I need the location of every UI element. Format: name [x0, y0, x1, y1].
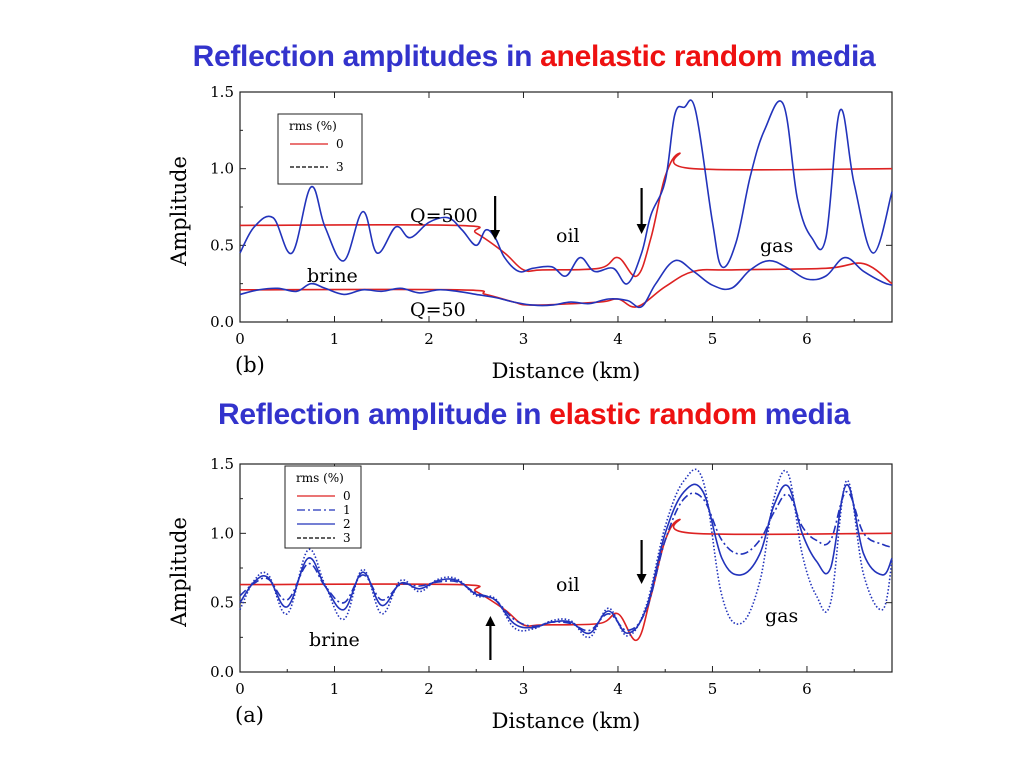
x-tick-label: 3 [519, 680, 529, 698]
annotation-q-50: Q=50 [410, 299, 466, 321]
y-tick-label: 1.0 [210, 160, 234, 178]
x-tick-label: 1 [330, 330, 340, 348]
panel-label: (b) [235, 353, 265, 377]
legend-label: 2 [343, 517, 351, 531]
legend-label: 3 [343, 531, 351, 545]
annotation-oil: oil [556, 574, 580, 596]
arrow-head [485, 616, 496, 626]
x-axis-label: Distance (km) [492, 709, 641, 733]
title-top-part3: media [782, 40, 876, 73]
series-line-0 [239, 518, 893, 641]
x-tick-label: 4 [613, 330, 623, 348]
x-tick-label: 2 [424, 330, 434, 348]
x-tick-label: 3 [519, 330, 529, 348]
x-tick-label: 4 [613, 680, 623, 698]
x-tick-label: 0 [235, 330, 245, 348]
title-bottom-part3: media [756, 398, 851, 431]
legend-label: 0 [336, 137, 344, 151]
y-tick-label: 1.5 [210, 455, 234, 473]
title-top-part1: Reflection amplitudes in [192, 40, 541, 73]
series-line-0 [239, 152, 893, 278]
panel-label: (a) [235, 703, 264, 727]
legend-label: 3 [336, 160, 344, 174]
x-tick-label: 2 [424, 680, 434, 698]
x-axis-label: Distance (km) [492, 359, 641, 383]
chart-panel-1: 0 1 2 3 4 5 6 0.0 0.5 1.0 1.5 Distance (km) Amplitud… [167, 83, 893, 383]
x-tick-label: 6 [802, 330, 812, 348]
slide-title-bottom: Reflection amplitude in elastic random m… [44, 398, 1024, 432]
annotation-q-500: Q=500 [410, 205, 478, 227]
title-bottom-part1: Reflection amplitude in [218, 398, 550, 431]
arrow-head [636, 574, 647, 584]
legend-box [284, 465, 362, 549]
legend-label: 1 [343, 503, 351, 517]
x-tick-label: 5 [708, 680, 718, 698]
y-tick-label: 0.5 [210, 236, 234, 254]
title-top-part2: anelastic random [540, 40, 783, 73]
y-axis-label: Amplitude [167, 517, 191, 628]
annotation-gas: gas [760, 235, 793, 257]
title-bottom-part2: elastic random [549, 398, 757, 431]
y-tick-label: 1.0 [210, 524, 234, 542]
series-line-1 [239, 490, 893, 632]
legend-box [277, 113, 363, 185]
y-tick-label: 0.0 [210, 663, 234, 681]
annotation-oil: oil [556, 225, 580, 247]
series-line-1 [239, 99, 893, 285]
legend-label: 0 [343, 489, 351, 503]
annotation-gas: gas [765, 605, 798, 627]
x-tick-label: 1 [330, 680, 340, 698]
y-tick-label: 1.5 [210, 83, 234, 101]
annotation-brine: brine [307, 265, 358, 287]
y-tick-label: 0.5 [210, 594, 234, 612]
series-line-2 [239, 483, 893, 635]
y-tick-label: 0.0 [210, 313, 234, 331]
annotation-brine: brine [309, 629, 360, 651]
series-line-3 [239, 256, 893, 309]
arrow-head [490, 230, 501, 240]
series-line-3 [239, 468, 893, 639]
legend-title: rms (%) [289, 119, 337, 133]
legend-title: rms (%) [296, 471, 344, 485]
slide-title-top: Reflection amplitudes in anelastic rando… [44, 40, 1024, 74]
x-tick-label: 6 [802, 680, 812, 698]
y-axis-label: Amplitude [167, 156, 191, 267]
x-tick-label: 5 [708, 330, 718, 348]
arrow-head [636, 224, 647, 234]
x-tick-label: 0 [235, 680, 245, 698]
